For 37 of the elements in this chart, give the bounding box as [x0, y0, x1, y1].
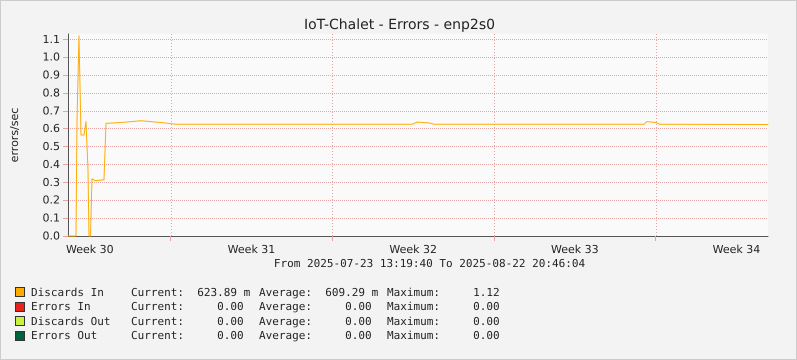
x-tick-label: Week 31	[228, 243, 276, 256]
text: Average: 0.00	[259, 314, 373, 328]
y-tick-label: 0.4	[42, 158, 60, 171]
text: Current: 0.00	[131, 314, 245, 328]
y-tick-label: 0.5	[42, 140, 60, 154]
y-tick-label: 0.1	[42, 212, 60, 225]
legend-label: Errors Out	[31, 329, 98, 342]
y-tick-label: 0.2	[42, 194, 60, 207]
legend-label: Discards In	[31, 286, 105, 299]
y-tick-label: 1.1	[42, 32, 60, 46]
line-series	[68, 35, 768, 236]
x-tick-label: Week 34	[712, 243, 760, 256]
text: Maximum: 1.12	[387, 286, 501, 299]
text: Current: 0.00	[131, 300, 245, 314]
chart-title: IoT-Chalet - Errors - enp2s0	[304, 17, 496, 33]
y-tick-label: 0.8	[42, 86, 60, 100]
text: Maximum: 0.00	[387, 300, 501, 314]
text: Maximum: 0.00	[387, 314, 501, 328]
y-tick-label: 0.3	[42, 176, 60, 189]
text: Current: 0.00	[131, 329, 245, 342]
text: From 2025-07-23 13:19:40 To 2025-08-22 20:46:04	[272, 257, 586, 270]
y-tick-label: 0.0	[42, 230, 60, 242]
text: Average: 609.29 m	[259, 286, 380, 299]
y-tick-label: 1.0	[42, 50, 60, 64]
text: Current: 623.89 m	[131, 286, 252, 299]
x-tick-label: Week 32	[389, 243, 437, 256]
x-tick-label: Week 33	[550, 243, 599, 256]
legend-label: Errors In	[31, 300, 92, 314]
y-axis-title: errors/sec	[8, 108, 21, 162]
y-tick-label: 0.7	[42, 104, 60, 118]
text: Maximum: 0.00	[387, 329, 501, 342]
y-tick-label: 0.9	[42, 68, 60, 82]
y-tick-label: 0.6	[42, 122, 60, 136]
legend-label: Discards Out	[31, 314, 112, 328]
text: Average: 0.00	[259, 300, 373, 314]
x-tick-label: Week 30	[66, 243, 114, 256]
text: Average: 0.00	[259, 329, 373, 342]
